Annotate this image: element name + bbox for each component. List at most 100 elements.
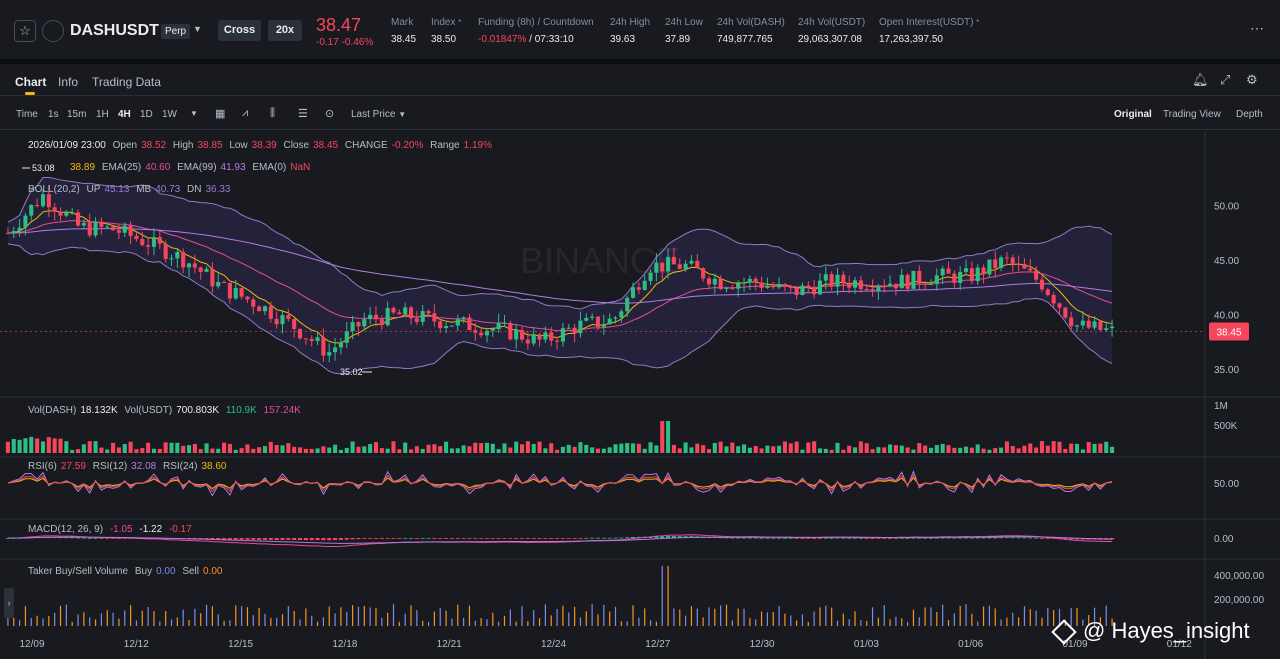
leverage-button[interactable]: 20x (268, 20, 302, 41)
view-trading-view[interactable]: Trading View (1163, 109, 1221, 120)
taker-volume-bar (737, 608, 739, 626)
volume-bar (882, 447, 887, 453)
taker-volume-bar (988, 605, 990, 626)
macd-histogram-bar (981, 537, 986, 539)
interval-dropdown-icon[interactable]: ▼ (190, 109, 198, 118)
candle-body (689, 260, 694, 264)
volume-bar (75, 449, 81, 453)
indicator-icon[interactable]: ⩘ (242, 107, 249, 119)
candle-body (432, 313, 437, 322)
interval-1h[interactable]: 1H (96, 109, 109, 120)
volume-bar (765, 445, 770, 453)
macd-histogram-bar (1022, 537, 1027, 539)
candle-body (1004, 257, 1009, 259)
interval-1d[interactable]: 1D (140, 109, 153, 120)
candle-body (1104, 328, 1109, 330)
panel-collapse-handle[interactable]: › (4, 588, 14, 618)
volume-bar (116, 447, 121, 453)
candle-body (81, 222, 86, 226)
symbol-name[interactable]: DASHUSDT (70, 22, 159, 39)
interval-15m[interactable]: 15m (67, 109, 87, 120)
taker-volume-bar (860, 620, 862, 626)
taker-volume-bar (521, 606, 523, 626)
macd-histogram-bar (607, 537, 612, 539)
stat-open-interest[interactable]: Open Interest(USDT) * 17,263,397.50 (879, 17, 980, 45)
taker-volume-bar (30, 617, 32, 626)
volume-bar (1074, 443, 1080, 453)
candle-body (683, 263, 688, 269)
favorite-star-icon[interactable]: ☆ (14, 20, 36, 42)
candle-body (1074, 325, 1080, 327)
candle-body (251, 299, 256, 307)
diamond-logo-icon (1051, 619, 1077, 645)
symbol-dropdown-icon[interactable]: ▼ (193, 24, 202, 34)
taker-volume-bar (1000, 619, 1002, 626)
taker-volume-bar (527, 621, 529, 626)
taker-volume-bar (7, 612, 9, 626)
macd-histogram-bar (584, 537, 589, 539)
tab-trading-data[interactable]: Trading Data (92, 75, 161, 89)
volume-bar (128, 441, 133, 453)
coin-logo (42, 20, 64, 42)
taker-volume-bar (42, 618, 44, 626)
macd-histogram-bar (479, 538, 484, 539)
macd-histogram-bar (858, 537, 863, 539)
price-axis-label: 50.00 (1214, 202, 1239, 213)
calendar-icon[interactable]: ▦ (215, 108, 226, 120)
macd-histogram-bar (1028, 537, 1033, 539)
tab-info[interactable]: Info (58, 75, 79, 89)
price-chart-svg[interactable]: 50.00 45.00 40.00 35.00 BINANCE 53.08 35.02 38.… (0, 131, 1280, 659)
volume-bar (969, 447, 974, 453)
volume-bar (1086, 442, 1091, 453)
macd-histogram-bar (397, 538, 402, 539)
fullscreen-icon[interactable]: ⤢ (1220, 72, 1231, 87)
chart-panel: Chart Info Trading Data 🔔︎ ⤢ ⚙︎ Time 1s … (0, 64, 1280, 659)
candle-body (537, 334, 542, 340)
macd-histogram-bar (963, 537, 969, 539)
more-icon[interactable]: ⋯ (1250, 20, 1265, 36)
volume-bar (712, 442, 717, 453)
drawing-tools-icon[interactable]: ☰ (298, 108, 308, 120)
view-depth[interactable]: Depth (1236, 109, 1263, 120)
candle-body (911, 270, 916, 289)
volume-bar (5, 441, 10, 453)
macd-histogram-bar (1069, 538, 1074, 540)
taker-volume-bar (258, 607, 260, 626)
volume-bar (222, 442, 227, 453)
interval-1w[interactable]: 1W (162, 109, 177, 120)
interval-4h[interactable]: 4H (118, 109, 131, 120)
settings-gear-icon[interactable]: ⚙︎ (1246, 72, 1258, 87)
candle-type-icon[interactable]: ⫼ (270, 107, 276, 119)
volume-axis-label: 1M (1214, 401, 1228, 412)
candle-body (759, 282, 764, 288)
tab-chart[interactable]: Chart (15, 75, 47, 89)
volume-bar (29, 436, 34, 453)
taker-volume-bar (223, 620, 225, 626)
interval-1s[interactable]: 1s (48, 109, 59, 120)
macd-histogram-bar (934, 537, 939, 539)
candle-body (741, 282, 747, 284)
price-type-select[interactable]: Last Price ▼ (351, 109, 407, 120)
time-label[interactable]: Time (16, 109, 38, 120)
candle-body (607, 318, 612, 325)
taker-volume-bar (241, 606, 243, 626)
volume-bar (122, 444, 127, 453)
alert-bell-icon[interactable]: 🔔︎ (1192, 72, 1209, 87)
candle-body (829, 274, 834, 287)
taker-volume-bar (644, 608, 646, 626)
candle-body (654, 262, 659, 273)
view-original[interactable]: Original (1114, 109, 1152, 120)
stat-index[interactable]: Index * 38.50 (431, 17, 462, 45)
macd-histogram-bar (946, 537, 951, 539)
candle-body (17, 227, 22, 232)
chart-area[interactable]: 50.00 45.00 40.00 35.00 BINANCE 53.08 35.02 38.… (0, 131, 1280, 659)
taker-volume-bar (165, 611, 167, 626)
candle-body (695, 260, 700, 269)
macd-histogram-bar (408, 537, 414, 539)
margin-mode-button[interactable]: Cross (218, 20, 261, 41)
macd-histogram-bar (882, 538, 887, 539)
macd-histogram-bar (379, 538, 384, 539)
author-watermark: @ Hayes_insight (1051, 618, 1250, 645)
target-icon[interactable]: ⊙ (325, 108, 335, 120)
taker-volume-bar (936, 611, 938, 626)
